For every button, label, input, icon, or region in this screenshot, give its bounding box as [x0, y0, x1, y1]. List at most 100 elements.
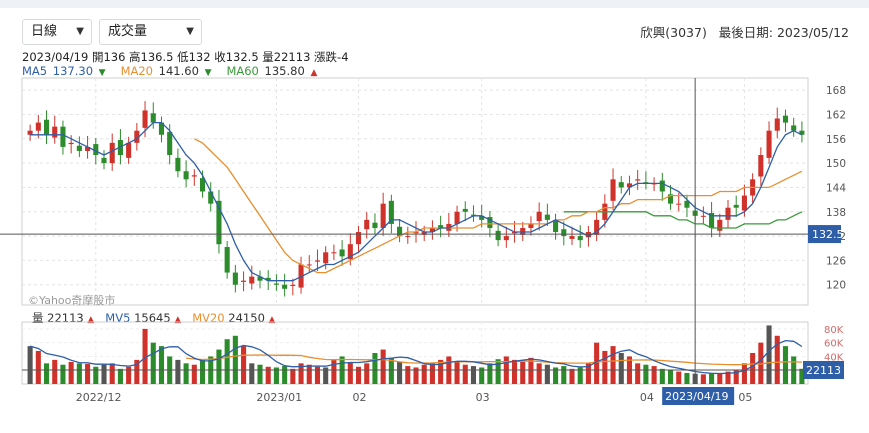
- price-tick-label: 168: [826, 85, 846, 97]
- candle-body: [577, 236, 583, 241]
- price-tick-label: 150: [826, 158, 846, 170]
- candle-body: [85, 146, 91, 151]
- ma20-line: [194, 138, 803, 274]
- candle-body: [397, 226, 403, 237]
- volume-bar: [224, 339, 230, 384]
- candle-body: [175, 157, 181, 172]
- candle-body: [191, 175, 197, 177]
- candle-body: [618, 182, 624, 188]
- candle-body: [35, 122, 41, 131]
- candle-body: [782, 115, 789, 123]
- candle-body: [725, 207, 731, 220]
- candle-body: [339, 249, 345, 257]
- candle-body: [561, 229, 567, 237]
- volume-bar: [35, 350, 41, 384]
- x-tick-label: 03: [476, 391, 490, 404]
- volume-bar: [60, 364, 66, 384]
- chevron-down-icon: ▼: [76, 26, 84, 37]
- volume-bar: [405, 366, 411, 384]
- candle-body: [676, 203, 682, 205]
- volume-bar: [709, 373, 715, 384]
- last-date: 2023/05/12: [776, 25, 849, 40]
- candle-body: [741, 195, 747, 211]
- volume-bar: [126, 366, 132, 384]
- volume-bar: [700, 374, 706, 384]
- volume-bar: [93, 366, 99, 384]
- volume-bar: [766, 325, 772, 384]
- volume-bar: [429, 363, 435, 384]
- volume-bar: [602, 350, 608, 384]
- period-select[interactable]: 日線 ▼: [22, 19, 92, 45]
- volume-bars: [27, 325, 805, 384]
- price-tick-label: 162: [826, 109, 846, 121]
- candle-body: [101, 157, 107, 164]
- volume-bar: [241, 346, 247, 384]
- candle-body: [380, 203, 386, 228]
- volume-bar: [585, 363, 591, 384]
- candle-body: [167, 131, 173, 156]
- candle-body: [241, 280, 247, 282]
- volume-bar: [232, 335, 238, 384]
- volume-bar: [758, 342, 764, 384]
- candle-body: [290, 284, 296, 286]
- volume-bar: [511, 359, 518, 384]
- candle-body: [585, 232, 591, 238]
- volume-bar: [85, 364, 91, 384]
- indicator-select[interactable]: 成交量 ▼: [99, 19, 202, 45]
- volume-tick-label: 60K: [824, 339, 844, 350]
- crosshair-date-text: 2023/04/19: [665, 390, 728, 403]
- volume-bar: [142, 328, 148, 384]
- volume-bar: [438, 359, 444, 384]
- candle-body: [610, 179, 616, 201]
- x-tick-label: 05: [738, 391, 752, 404]
- candle-body: [766, 130, 772, 158]
- x-tick-label: 2023/01: [256, 391, 302, 404]
- volume-bar: [569, 368, 575, 384]
- candle-body: [27, 130, 33, 135]
- candle-body: [364, 219, 370, 230]
- candle-body: [454, 211, 460, 224]
- candle-body: [109, 142, 115, 164]
- volume-bar: [397, 361, 403, 384]
- volume-bar: [109, 363, 115, 384]
- x-tick-label: 02: [353, 391, 367, 404]
- volume-bar: [101, 364, 107, 384]
- volume-bar: [553, 367, 559, 384]
- volume-bar: [331, 359, 337, 384]
- volume-bar: [651, 366, 657, 384]
- candle-body: [224, 247, 230, 273]
- candle-body: [388, 200, 394, 224]
- candle-body: [667, 194, 674, 204]
- indicator-select-label: 成交量: [108, 24, 148, 39]
- crosshair-date-badge: [662, 387, 735, 405]
- ohlc-summary: 2023/04/19 開136 高136.5 低132 收132.5 量2211…: [22, 50, 349, 64]
- candle-body: [438, 225, 444, 228]
- candle-body: [306, 264, 312, 266]
- volume-bar: [470, 366, 477, 384]
- last-date-label: 最後日期:: [718, 25, 773, 40]
- moving-averages: [29, 121, 803, 375]
- stock-info: 欣興(3037) 最後日期: 2023/05/12: [640, 22, 849, 41]
- candle-body: [314, 260, 321, 262]
- volume-bar: [643, 364, 649, 384]
- volume-bar: [413, 367, 419, 384]
- volume-bar: [290, 368, 296, 384]
- volume-bar: [134, 359, 140, 384]
- arrow-up-icon: ▲: [174, 315, 182, 325]
- volume-tick-label: 80K: [824, 325, 844, 336]
- candle-body: [528, 223, 534, 228]
- volume-bar: [487, 363, 493, 384]
- candle-body: [717, 219, 723, 231]
- volume-bar: [733, 370, 739, 384]
- volume-bar: [495, 359, 501, 384]
- candle-body: [60, 126, 66, 147]
- arrow-down-icon: ▼: [98, 68, 106, 78]
- arrow-down-icon: ▼: [204, 68, 212, 78]
- volume-bar: [347, 361, 353, 384]
- candle-body: [495, 230, 501, 241]
- volume-bar: [479, 367, 485, 384]
- crosshair-volume-text: 22113: [806, 364, 841, 377]
- candle-body: [774, 118, 780, 131]
- candle-body: [249, 276, 255, 284]
